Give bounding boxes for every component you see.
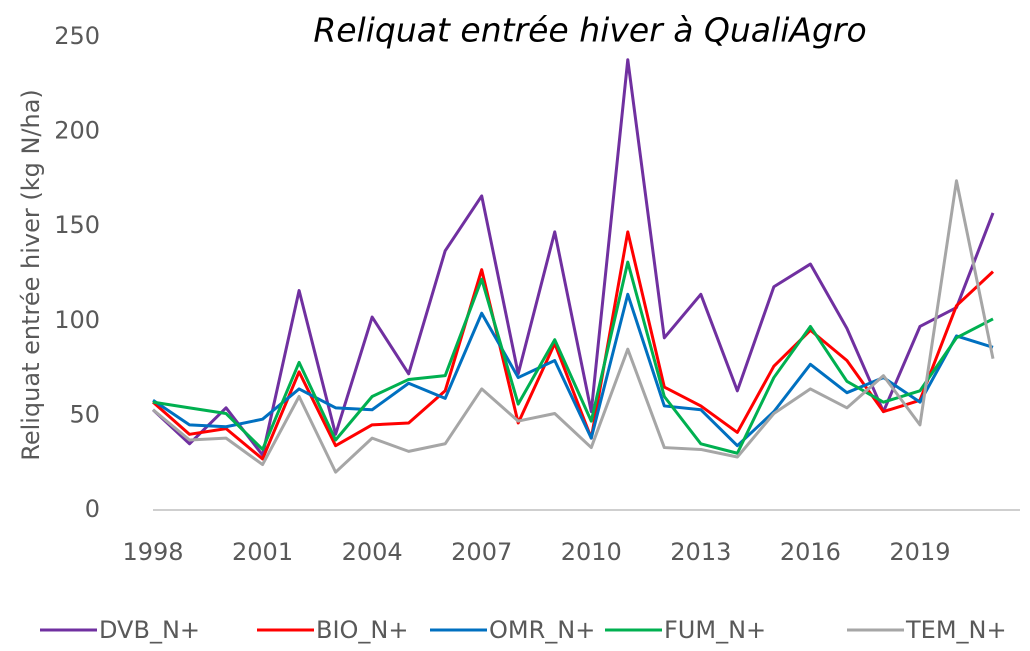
x-tick-label: 2001 <box>232 538 293 566</box>
y-axis-title: Reliquat entrée hiver (kg N/ha) <box>17 89 45 461</box>
x-tick-label: 1998 <box>122 538 183 566</box>
x-tick-label: 2004 <box>342 538 403 566</box>
y-tick-label: 250 <box>54 22 100 50</box>
y-tick-label: 50 <box>69 400 100 428</box>
legend-label: TEM_N+ <box>905 616 1007 644</box>
x-tick-label: 2019 <box>889 538 950 566</box>
x-tick-label: 2007 <box>451 538 512 566</box>
series-line <box>152 230 995 461</box>
y-tick-label: 100 <box>54 306 100 334</box>
y-tick-label: 200 <box>54 117 100 145</box>
legend-label: BIO_N+ <box>316 616 409 644</box>
series-line <box>152 292 994 448</box>
legend-label: FUM_N+ <box>664 616 766 644</box>
x-tick-label: 2013 <box>670 538 731 566</box>
legend-label: DVB_N+ <box>99 616 200 644</box>
y-tick-label: 150 <box>54 211 100 239</box>
series-line <box>152 179 995 474</box>
y-tick-label: 0 <box>85 495 100 523</box>
chart-title: Reliquat entrée hiver à QualiAgro <box>313 11 866 50</box>
x-tick-label: 2016 <box>780 538 841 566</box>
series-line <box>152 260 994 455</box>
x-tick-label: 2010 <box>561 538 622 566</box>
series-line <box>151 58 995 457</box>
legend-label: OMR_N+ <box>489 616 595 644</box>
